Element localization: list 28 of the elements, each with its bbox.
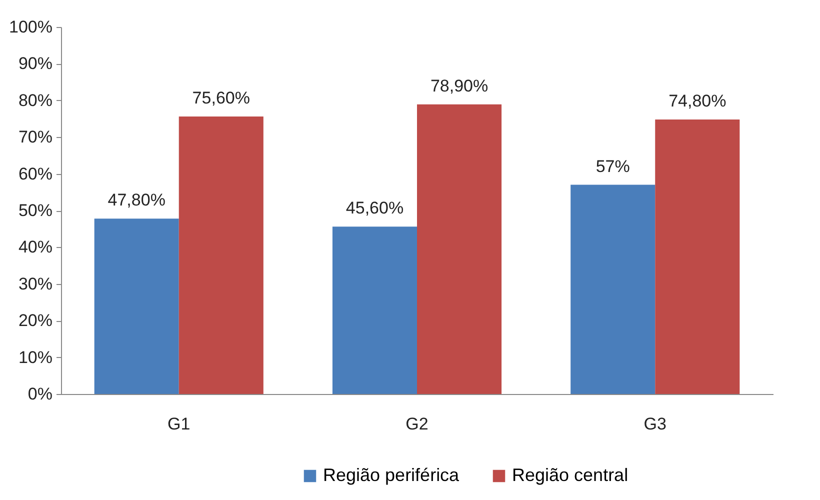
data-label: 47,80% xyxy=(108,190,166,210)
y-tick-label: 50% xyxy=(18,201,52,220)
y-tick-label: 100% xyxy=(9,18,52,36)
x-tick-label: G1 xyxy=(168,414,190,434)
x-tick-label: G2 xyxy=(406,414,428,434)
bar xyxy=(178,116,264,394)
data-label: 57% xyxy=(596,156,630,176)
y-tick-label: 40% xyxy=(18,238,52,257)
y-tick-label: 90% xyxy=(18,54,52,74)
y-tick-label: 10% xyxy=(18,348,52,367)
y-tick-label: 30% xyxy=(18,274,52,294)
y-tick-label: 70% xyxy=(18,128,52,147)
y-tick-label: 0% xyxy=(28,384,52,404)
data-label: 75,60% xyxy=(192,88,250,108)
y-tick-label: 20% xyxy=(18,311,52,330)
legend-label: Região central xyxy=(512,465,628,485)
y-tick-label: 60% xyxy=(18,164,52,184)
x-tick-label: G3 xyxy=(644,414,666,434)
y-tick-label: 80% xyxy=(18,90,52,110)
legend-label: Região periférica xyxy=(323,465,460,485)
data-label: 45,60% xyxy=(346,198,404,218)
bar xyxy=(655,119,740,394)
data-label: 78,90% xyxy=(430,76,488,96)
bar xyxy=(332,226,417,394)
bar xyxy=(417,104,502,394)
bar xyxy=(94,218,179,394)
data-label: 74,80% xyxy=(668,91,726,110)
bar xyxy=(570,184,656,394)
